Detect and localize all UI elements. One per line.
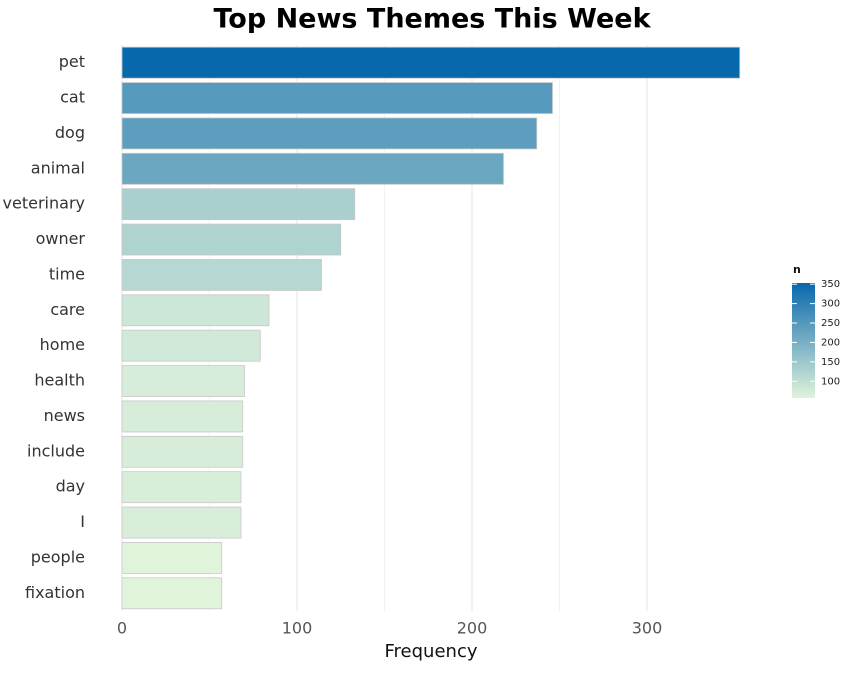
x-tick-label: 0 (117, 619, 127, 638)
y-tick-label: people (31, 547, 85, 566)
legend-tick-label: 250 (821, 318, 840, 329)
y-tick-label: cat (60, 88, 85, 107)
y-tick-label: I (80, 512, 85, 531)
y-tick-label: news (44, 406, 85, 425)
y-tick-label: fixation (25, 583, 85, 602)
y-tick-label: veterinary (3, 194, 85, 213)
x-axis-title: Frequency (385, 641, 478, 662)
chart-title: Top News Themes This Week (213, 4, 651, 35)
y-tick-label: pet (59, 52, 85, 71)
bar (121, 152, 504, 185)
bar (121, 329, 261, 362)
y-tick-label: day (56, 477, 85, 496)
y-tick-label: health (34, 371, 85, 390)
y-tick-label: owner (36, 229, 86, 248)
bar (121, 46, 741, 79)
bar (121, 223, 342, 256)
bar (121, 400, 244, 433)
x-tick-label: 100 (282, 619, 313, 638)
y-tick-label: care (50, 300, 85, 319)
bar (121, 188, 356, 221)
legend-tick-label: 150 (821, 357, 840, 368)
bar (121, 117, 538, 150)
bar (121, 435, 244, 468)
legend-title: n (793, 263, 801, 276)
legend-tick-label: 200 (821, 337, 840, 348)
x-tick-label: 200 (457, 619, 488, 638)
legend-tick-label: 300 (821, 299, 840, 310)
legend-tick-label: 350 (821, 279, 840, 290)
bar (121, 506, 242, 539)
bar (121, 82, 553, 114)
y-tick-label: animal (31, 158, 85, 177)
bar (121, 294, 270, 327)
bar (121, 365, 245, 397)
legend-tick-label: 100 (821, 376, 840, 387)
bar (121, 259, 322, 291)
y-tick-label: home (40, 335, 85, 354)
bar (121, 577, 223, 610)
bar (121, 471, 242, 504)
colorbar (792, 283, 815, 398)
x-tick-label: 300 (632, 619, 663, 638)
y-tick-label: dog (55, 123, 85, 142)
bar (121, 542, 223, 574)
y-tick-label: include (27, 441, 85, 460)
y-tick-label: time (49, 264, 85, 283)
